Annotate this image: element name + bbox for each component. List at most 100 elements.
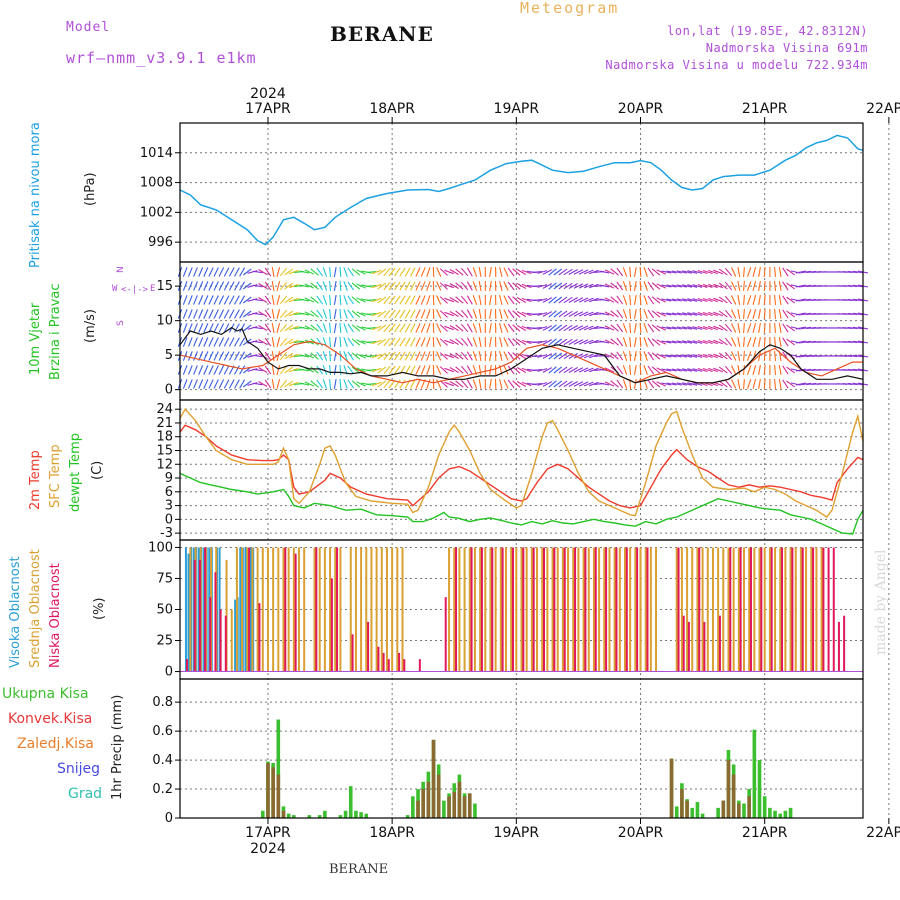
compass-west: W [112,284,118,294]
wind-arrow [333,295,337,305]
wind-arrow [708,367,718,373]
wind-arrow [801,326,812,330]
wind-arrow [234,267,240,277]
wind-arrow [847,312,858,316]
wind-arrow [182,295,188,305]
wind-arrow [651,268,661,276]
precip-total-bar [323,810,327,818]
wind-arrow [589,283,599,289]
wind-arrow [731,337,737,347]
wind-arrow [371,381,382,387]
precip-total-bar [348,786,353,818]
wind-arrow [671,354,682,358]
wind-arrow [563,366,573,374]
wind-arrow [795,326,806,330]
precip-total-bar [695,802,700,818]
wind-arrow [661,298,672,302]
precip-conv-bar [680,789,684,818]
wind-arrow [347,337,355,347]
wind-arrow [264,379,272,389]
wind-arrow [455,338,464,346]
wind-arrow [466,309,473,319]
wind-arrow [310,282,319,290]
top-day-label: 21APR [742,101,788,117]
wind-arrow [801,382,812,386]
precip-ytick-label: 0 [165,811,173,826]
wind-arrow [724,337,733,347]
wind-arrow [213,365,219,375]
wind-arrow [589,311,599,317]
wind-arrow [455,380,464,388]
precip-total-bar [783,810,788,818]
wind-arrow [329,364,332,376]
wind-arrow [203,323,209,333]
compass-cross: <-|-> [121,285,149,295]
wind-arrow [622,323,628,333]
wind-arrow [531,285,543,287]
wind-arrow [410,337,416,347]
precip-conv-bar [737,803,741,818]
wind-arrow [616,309,624,319]
wind-arrow [795,354,806,358]
wind-arrow [774,280,777,292]
wind-arrow [203,379,209,389]
wind-arrow [351,380,361,388]
wind-arrow [264,337,272,347]
wind-arrow [444,269,454,275]
wind-arrow [782,281,789,291]
wind-arrow [460,365,469,375]
wind-arrow [558,380,568,388]
wind-arrow [778,295,782,305]
wind-arrow [228,337,235,347]
wind-arrow [746,351,752,361]
wind-arrow [436,295,442,305]
wind-arrow [242,268,252,276]
wind-arrow [371,339,382,345]
wind-arrow [271,351,275,361]
wind-arrow [752,323,757,333]
wind-arrow [426,323,431,333]
wind-arrow [399,309,406,319]
wind-arrow [426,281,431,291]
wind-arrow [708,297,718,303]
wind-arrow [599,326,610,330]
wind-arrow [388,337,396,347]
wind-arrow [356,325,366,331]
wind-arrow [774,322,777,334]
wind-arrow [316,365,324,375]
cloud-ytick-label: 0 [165,665,173,680]
wind-arrow [415,281,421,291]
wind-arrow [329,350,332,362]
wind-arrow [656,283,666,289]
wind-arrow [795,382,806,386]
wind-arrow [752,337,757,347]
wind-arrow [671,270,682,274]
wind-arrow [252,340,263,344]
wind-arrow [516,269,527,275]
wind-arrow [489,309,492,319]
wind-arrow [383,379,391,389]
wind-arrow [639,294,642,306]
precip-total-bar [752,729,757,818]
wind-arrow [333,379,337,389]
wind-arrow [633,365,637,375]
wind-arrow [604,339,615,345]
wind-arrow [351,268,361,276]
wind-arrow [651,296,661,304]
wind-arrow [599,298,610,302]
wind-arrow [329,280,332,292]
wind-arrow [404,295,411,305]
wind-arrow [223,281,230,291]
wind-arrow [347,379,355,389]
wind-arrow [578,325,589,331]
wind-arrow [801,340,812,344]
wind-arrow [252,298,263,302]
wind-arrow [542,339,553,345]
wind-arrow [852,284,863,288]
precip-ytick-label: 0.6 [152,724,173,739]
wind-arrow [531,327,543,329]
wind-arrow [472,323,478,333]
wind-arrow [193,295,198,305]
wind-arrow [548,282,557,290]
pressure-ytick-label: 1014 [140,146,173,161]
